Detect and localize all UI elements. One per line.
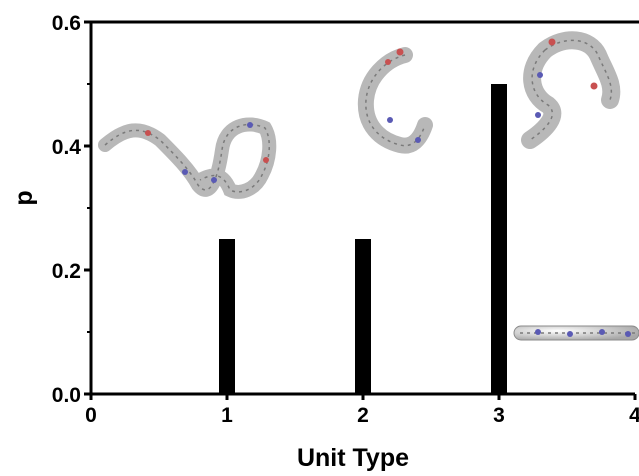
y-axis-title: p <box>10 190 38 205</box>
x-tick-label: 0 <box>85 404 97 427</box>
x-tick-label: 1 <box>221 404 233 427</box>
bar-unit-type-2 <box>355 239 371 394</box>
x-axis-title: Unit Type <box>297 444 409 472</box>
y-tick-label: 0.2 <box>52 260 81 283</box>
x-tick-label: 3 <box>493 404 505 427</box>
x-tick-label: 2 <box>357 404 369 427</box>
molecule-folded-chain-image <box>521 31 621 149</box>
y-tick-label: 0.6 <box>52 12 81 35</box>
x-tick-label: 4 <box>629 404 639 427</box>
bar-unit-type-1 <box>219 239 235 394</box>
molecule-hook-chain-image <box>357 47 433 154</box>
bar-unit-type-3 <box>491 84 507 394</box>
y-tick-label: 0.0 <box>52 384 81 407</box>
y-tick-label: 0.4 <box>52 136 82 159</box>
molecule-straight-chain-image <box>513 325 639 341</box>
molecule-coiled-chain-image <box>98 117 277 199</box>
